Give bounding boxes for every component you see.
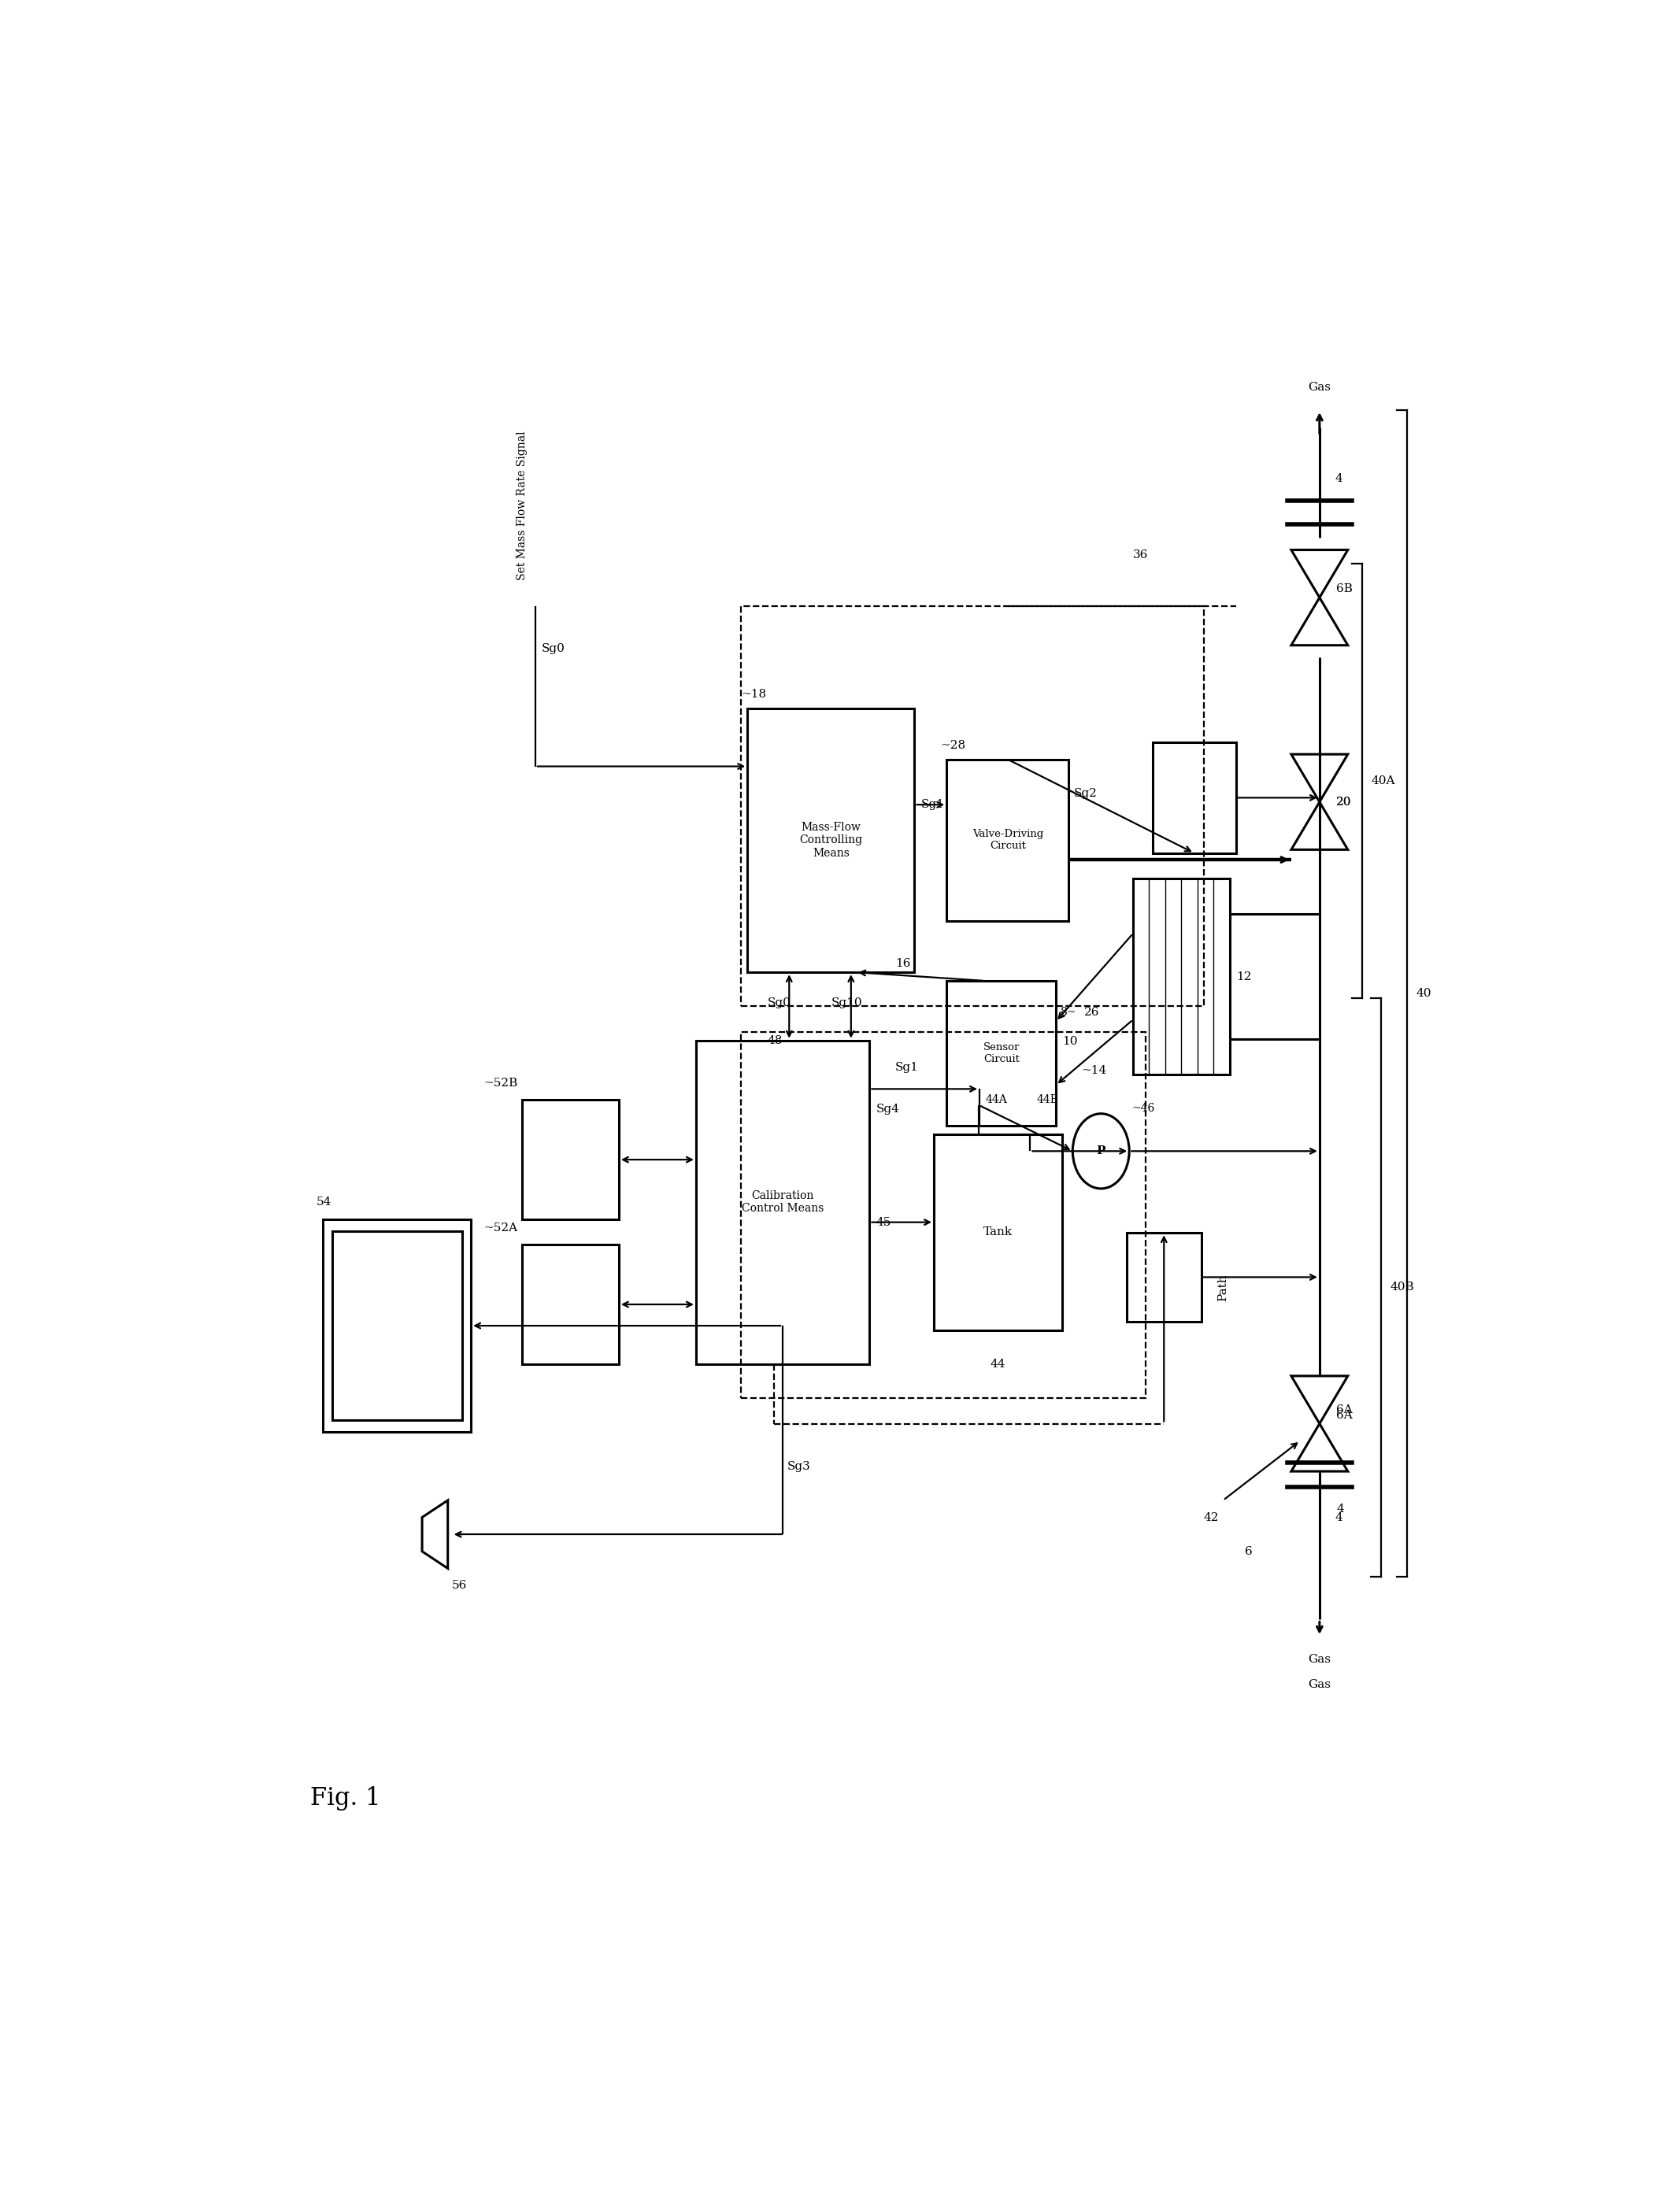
Text: 4: 4 — [1335, 473, 1342, 484]
Polygon shape — [1291, 754, 1347, 803]
Bar — [947, 980, 1055, 1126]
Polygon shape — [1291, 1376, 1347, 1425]
Text: ~52A: ~52A — [484, 1223, 518, 1234]
Text: Mass-Flow
Controlling
Means: Mass-Flow Controlling Means — [800, 823, 863, 858]
Bar — [697, 1040, 869, 1365]
Text: ~28: ~28 — [941, 741, 966, 752]
Text: 26: 26 — [1085, 1006, 1100, 1018]
Polygon shape — [421, 1500, 448, 1568]
Circle shape — [1073, 1113, 1130, 1188]
Polygon shape — [1291, 1425, 1347, 1471]
Text: 54: 54 — [317, 1197, 332, 1208]
Text: 8~: 8~ — [1060, 1006, 1075, 1018]
Text: Sg1: Sg1 — [921, 799, 944, 810]
Text: 42: 42 — [1204, 1511, 1219, 1522]
Bar — [523, 1245, 619, 1365]
Bar — [947, 759, 1068, 920]
Bar — [523, 1099, 619, 1219]
Text: 44B: 44B — [1037, 1095, 1058, 1106]
Text: Sg3: Sg3 — [786, 1460, 810, 1471]
Bar — [332, 1232, 461, 1420]
Text: Sg2: Sg2 — [1073, 787, 1098, 799]
Text: ~52B: ~52B — [484, 1077, 518, 1088]
Text: 44: 44 — [990, 1358, 1005, 1369]
Text: Tank: Tank — [984, 1225, 1012, 1237]
Text: 10: 10 — [1062, 1035, 1078, 1046]
Text: ~46: ~46 — [1131, 1104, 1155, 1115]
Text: 40: 40 — [1417, 989, 1432, 1000]
Text: 12: 12 — [1236, 971, 1251, 982]
Text: 36: 36 — [1133, 549, 1148, 560]
Polygon shape — [1291, 597, 1347, 646]
Text: 6A: 6A — [1335, 1409, 1352, 1420]
Text: Set Mass Flow Rate Signal: Set Mass Flow Rate Signal — [518, 431, 528, 580]
Text: 20: 20 — [1335, 796, 1352, 807]
Text: Sg10: Sg10 — [831, 998, 863, 1009]
Text: Sg4: Sg4 — [876, 1104, 899, 1115]
Bar — [1126, 1232, 1201, 1321]
Text: 16: 16 — [896, 958, 911, 969]
Text: 40B: 40B — [1390, 1283, 1415, 1292]
Text: 48: 48 — [768, 1035, 783, 1046]
Text: Sg0: Sg0 — [768, 998, 791, 1009]
Text: Sg1: Sg1 — [896, 1062, 919, 1073]
Text: Calibration
Control Means: Calibration Control Means — [742, 1190, 825, 1214]
Text: P: P — [1097, 1146, 1105, 1157]
Text: 44A: 44A — [985, 1095, 1007, 1106]
Polygon shape — [1291, 803, 1347, 849]
Text: Gas: Gas — [1307, 1679, 1331, 1690]
Text: Gas: Gas — [1307, 1655, 1331, 1666]
Text: Valve-Driving
Circuit: Valve-Driving Circuit — [972, 830, 1044, 852]
Text: 6: 6 — [1244, 1546, 1253, 1557]
Bar — [1133, 878, 1229, 1075]
Text: 4: 4 — [1335, 1504, 1344, 1515]
Text: 56: 56 — [451, 1579, 466, 1590]
Text: 40A: 40A — [1370, 774, 1395, 785]
Text: Gas: Gas — [1307, 383, 1331, 394]
Text: ~18: ~18 — [742, 690, 766, 701]
Bar — [324, 1219, 471, 1431]
Text: 45: 45 — [876, 1217, 891, 1228]
Text: 20: 20 — [1335, 796, 1352, 807]
Bar — [934, 1135, 1062, 1329]
Text: 6A: 6A — [1335, 1405, 1352, 1416]
Text: 4: 4 — [1335, 1511, 1342, 1522]
Text: Sensor
Circuit: Sensor Circuit — [984, 1042, 1020, 1064]
Bar — [747, 708, 914, 973]
Bar — [742, 1031, 1146, 1398]
Bar — [1153, 743, 1236, 854]
Text: Fig. 1: Fig. 1 — [310, 1785, 380, 1812]
Text: ~14: ~14 — [1082, 1064, 1107, 1075]
Text: Path: Path — [1218, 1274, 1229, 1301]
Text: 6B: 6B — [1335, 584, 1352, 595]
Polygon shape — [1291, 551, 1347, 597]
Bar — [742, 606, 1204, 1006]
Text: Sg0: Sg0 — [541, 644, 566, 655]
